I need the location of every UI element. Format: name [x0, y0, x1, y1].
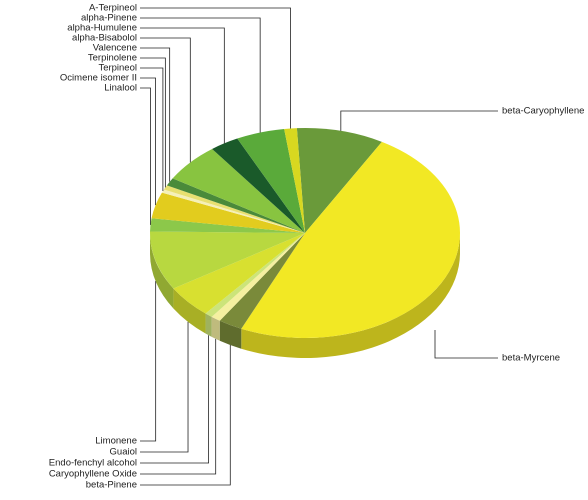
leader-line: [140, 77, 156, 206]
slice: [150, 231, 305, 289]
slice-label: beta-Pinene: [86, 480, 137, 491]
slice-label: Valencene: [93, 43, 137, 54]
slice-side: [241, 233, 460, 358]
slice: [150, 218, 305, 233]
slice-side: [219, 320, 242, 349]
leader-line: [140, 321, 189, 453]
slice: [166, 178, 305, 233]
slice-label: Linalool: [104, 83, 137, 94]
leader-line: [140, 27, 225, 144]
leader-line: [140, 67, 164, 192]
slice-label: Caryophyllene Oxide: [49, 469, 137, 480]
slice-side: [173, 288, 206, 334]
slice-side: [205, 313, 212, 337]
leader-line: [140, 281, 157, 442]
slice: [205, 233, 305, 317]
slice-label: alpha-Humulene: [67, 23, 137, 34]
leader-line: [140, 17, 261, 133]
slice: [219, 233, 305, 329]
leader-line: [140, 47, 171, 182]
slice-label: beta-Caryophyllene: [502, 106, 584, 117]
slice: [151, 192, 305, 233]
slice-label: Guaiol: [110, 447, 137, 458]
slice-side: [211, 316, 220, 341]
leader-line: [140, 7, 291, 129]
slice-label: alpha-Pinene: [81, 13, 137, 24]
slice: [212, 138, 305, 233]
slice: [241, 141, 460, 338]
slice-label: Terpinolene: [88, 53, 137, 64]
slice-label: A-Terpineol: [89, 3, 137, 14]
slice: [163, 185, 305, 233]
slice-label: alpha-Bisabolol: [72, 33, 137, 44]
leader-line: [140, 338, 217, 475]
slice: [211, 233, 305, 321]
slice: [284, 128, 305, 233]
slice-label: Terpineol: [98, 63, 137, 74]
slice: [172, 148, 305, 233]
slice: [296, 128, 382, 233]
slice-label: Limonene: [95, 436, 137, 447]
slice-label: Ocimene isomer II: [60, 73, 137, 84]
slice: [237, 128, 305, 233]
leader-line: [140, 37, 191, 163]
slice: [161, 189, 305, 233]
leader-line: [434, 330, 498, 359]
slice-label: Endo-fenchyl alcohol: [49, 458, 137, 469]
leader-line: [340, 110, 498, 131]
leader-line: [140, 344, 231, 486]
leader-line: [140, 335, 210, 464]
leader-line: [140, 87, 151, 225]
slice-label: beta-Myrcene: [502, 353, 560, 364]
slice: [173, 233, 305, 314]
slice-side: [150, 233, 174, 309]
leader-line: [140, 57, 166, 188]
